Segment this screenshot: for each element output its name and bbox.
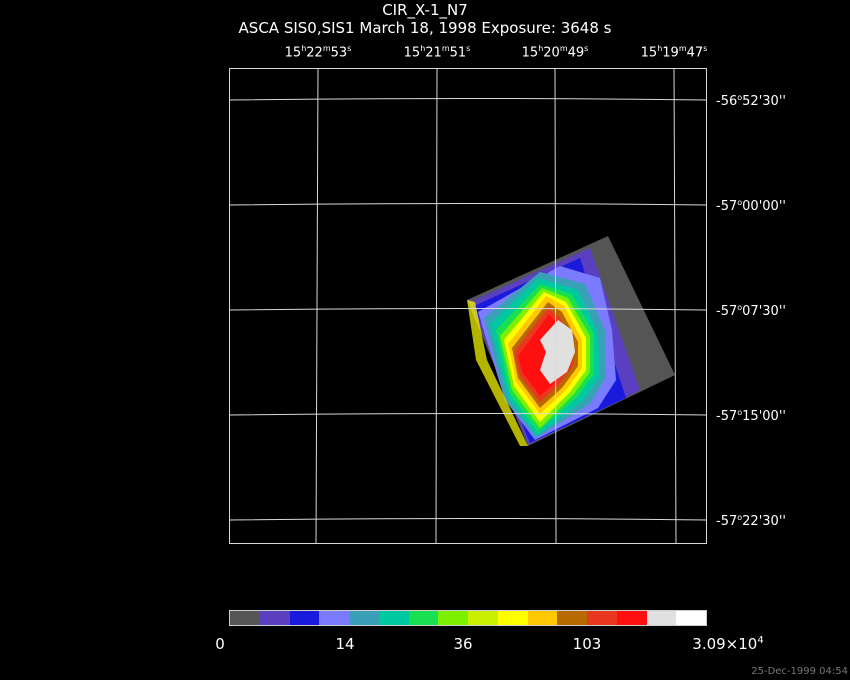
colorbar-swatch (289, 611, 320, 625)
ra-tick-label: 15h19m47s (640, 44, 708, 61)
colorbar-label: 14 (335, 635, 355, 653)
ra-tick-label: 15h22m53s (284, 44, 352, 61)
colorbar-label: 0 (215, 635, 225, 653)
colorbar (229, 610, 707, 626)
ra-tick-label: 15h21m51s (403, 44, 471, 61)
colorbar-swatch (616, 611, 647, 625)
dec-tick-label: -57o22'30'' (716, 512, 786, 530)
colorbar-swatch (378, 611, 409, 625)
observation-subtitle: ASCA SIS0,SIS1 March 18, 1998 Exposure: … (238, 19, 612, 37)
dec-tick-label: -57o07'30'' (716, 302, 786, 320)
colorbar-swatch (438, 611, 468, 625)
colorbar-swatch (497, 611, 528, 625)
colorbar-label-max: 3.09×104 (692, 635, 764, 653)
colorbar-swatch (349, 611, 379, 625)
colorbar-swatch (676, 611, 706, 625)
colorbar-swatch (646, 611, 677, 625)
colorbar-swatch (557, 611, 587, 625)
sky-image-plot (229, 68, 707, 544)
colorbar-swatch (527, 611, 558, 625)
colorbar-swatch (468, 611, 498, 625)
colorbar-label: 103 (572, 635, 602, 653)
colorbar-swatch (319, 611, 349, 625)
colorbar-swatch (408, 611, 439, 625)
colorbar-swatch (230, 611, 260, 625)
dec-tick-label: -57o15'00'' (716, 407, 786, 425)
dec-tick-label: -56o52'30'' (716, 92, 786, 110)
ra-tick-label: 15h20m49s (521, 44, 589, 61)
coordinate-grid (229, 68, 707, 544)
dec-tick-label: -57o00'00'' (716, 197, 786, 215)
xray-intensity-map (467, 236, 675, 446)
colorbar-label: 36 (453, 635, 473, 653)
colorbar-swatch (587, 611, 617, 625)
image-title: CIR_X-1_N7 (382, 1, 468, 19)
colorbar-swatch (259, 611, 290, 625)
timestamp: 25-Dec-1999 04:54 (751, 666, 848, 677)
